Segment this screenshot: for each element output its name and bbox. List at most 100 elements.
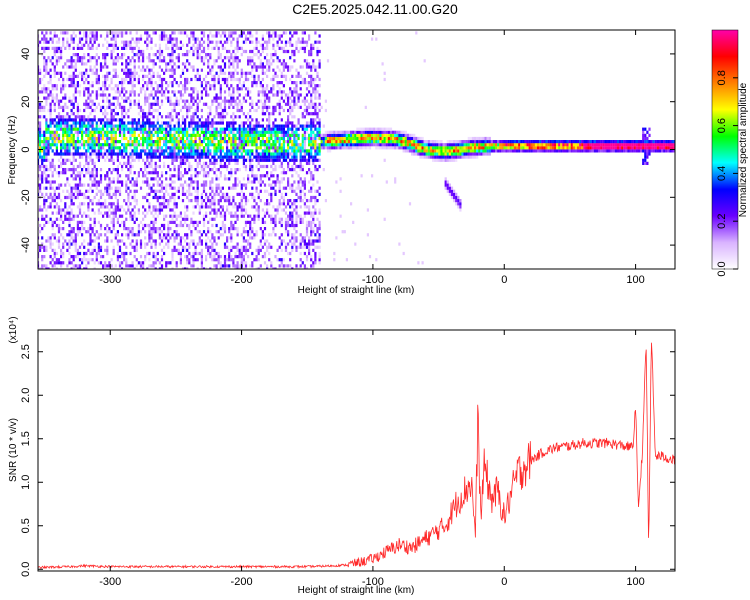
spectrogram-cell [60, 155, 63, 159]
spectrogram-cell [274, 267, 277, 269]
spectrogram-cell [72, 102, 75, 106]
spectrogram-cell [110, 124, 113, 128]
spectrogram-cell [148, 118, 151, 122]
spectrogram-cell [95, 171, 98, 175]
spectrogram-cell [179, 174, 182, 178]
spectrogram-cell [173, 127, 176, 131]
spectrogram-cell [76, 220, 79, 224]
spectrogram-cell [39, 248, 42, 252]
spectrogram-cell [194, 251, 197, 256]
spectrogram-cell [121, 77, 124, 82]
spectrogram-cell [45, 164, 48, 169]
spectrogram-cell [175, 40, 178, 44]
spectrogram-cell [173, 37, 176, 41]
spectrogram-cell [72, 258, 75, 262]
spectrogram-cell [106, 74, 109, 78]
spectrogram-cell [39, 68, 42, 72]
spectrogram-cell [133, 158, 136, 162]
spectrogram-cell [217, 146, 220, 150]
spectrogram-cell [114, 56, 117, 60]
spectrogram-cell [144, 174, 147, 178]
spectrogram-cell [282, 136, 285, 141]
spectrogram-cell [194, 171, 197, 175]
spectrogram-cell [192, 211, 195, 215]
spectrogram-cell [287, 164, 290, 169]
spectrogram-cell [211, 127, 214, 131]
spectrogram-cell [154, 255, 157, 259]
spectrogram-cell [244, 164, 248, 169]
spectrogram-cell [303, 242, 306, 246]
spectrogram-cell [57, 56, 61, 60]
spectrogram-cell [167, 53, 170, 57]
spectrogram-cell [236, 230, 239, 234]
spectrogram-cell [112, 208, 115, 212]
spectrogram-cell [169, 53, 172, 57]
spectrogram-cell [60, 53, 63, 57]
spectrogram-cell [144, 40, 147, 44]
spectrogram-cell [57, 46, 61, 50]
spectrogram-cell [280, 46, 283, 50]
spectrogram-cell [247, 118, 250, 122]
spectrogram-cell [62, 152, 65, 156]
spectrogram-cell [253, 130, 256, 134]
spectrogram-cell [266, 124, 269, 128]
spectrogram-cell [192, 239, 195, 243]
spectrogram-cell [156, 74, 159, 78]
spectrogram-cell [301, 155, 304, 159]
spectrogram-cell [102, 205, 105, 209]
spectrogram-cell [251, 84, 254, 88]
spectrogram-cell [123, 87, 126, 91]
spectrogram-cell [38, 143, 40, 147]
spectrogram-cell [60, 87, 63, 91]
spectrogram-cell [177, 136, 180, 141]
spectrogram-cell [226, 155, 229, 159]
spectrogram-cell [226, 208, 229, 212]
spectrogram-cell [184, 118, 187, 122]
spectrogram-cell [249, 140, 252, 144]
spectrogram-cell [221, 108, 224, 113]
spectrogram-cell [150, 140, 153, 144]
spectrogram-cell [184, 245, 187, 249]
spectrogram-cell [188, 168, 191, 172]
spectrogram-cell [249, 164, 252, 169]
spectrogram-cell [154, 217, 157, 221]
spectrogram-cell [278, 130, 281, 134]
spectrogram-cell [114, 186, 117, 190]
spectrogram-cell [41, 105, 44, 109]
spectrogram-cell [232, 96, 235, 100]
spectrogram-cell [167, 261, 170, 265]
spectrogram-cell [125, 245, 128, 249]
spectrogram-cell [68, 96, 71, 100]
spectrogram-cell [186, 108, 189, 113]
spectrogram-cell [51, 99, 54, 103]
spectrogram-cell [133, 195, 136, 200]
spectrogram-cell [205, 155, 208, 159]
spectrogram-cell [81, 71, 84, 75]
spectrogram-cell [146, 158, 149, 162]
spectrogram-cell [85, 168, 88, 172]
spectrogram-cell [72, 118, 75, 122]
spectrogram-cell [57, 40, 61, 44]
spectrogram-cell [154, 227, 157, 231]
spectrogram-cell [106, 214, 109, 218]
spectrogram-cell [142, 261, 145, 265]
spectrogram-cell [167, 40, 170, 44]
spectrogram-cell [68, 195, 71, 200]
spectrogram-cell [93, 102, 96, 106]
spectrogram-cell [64, 161, 67, 165]
spectrogram-cell [282, 208, 285, 212]
spectrogram-cell [297, 118, 300, 122]
spectrogram-cell [249, 230, 252, 234]
spectrogram-cell [62, 189, 65, 193]
spectrogram-cell [133, 133, 136, 137]
spectrogram-cell [158, 211, 161, 215]
spectrogram-cell [261, 102, 264, 106]
spectrogram-cell [47, 130, 50, 134]
spectrogram-cell [125, 40, 128, 44]
spectrogram-cell [89, 155, 92, 159]
spectrogram-cell [274, 140, 277, 144]
spectrogram-cell [234, 264, 237, 268]
spectrogram-cell [45, 264, 48, 268]
spectrogram-cell [72, 59, 75, 63]
spectrogram-cell [135, 180, 138, 184]
